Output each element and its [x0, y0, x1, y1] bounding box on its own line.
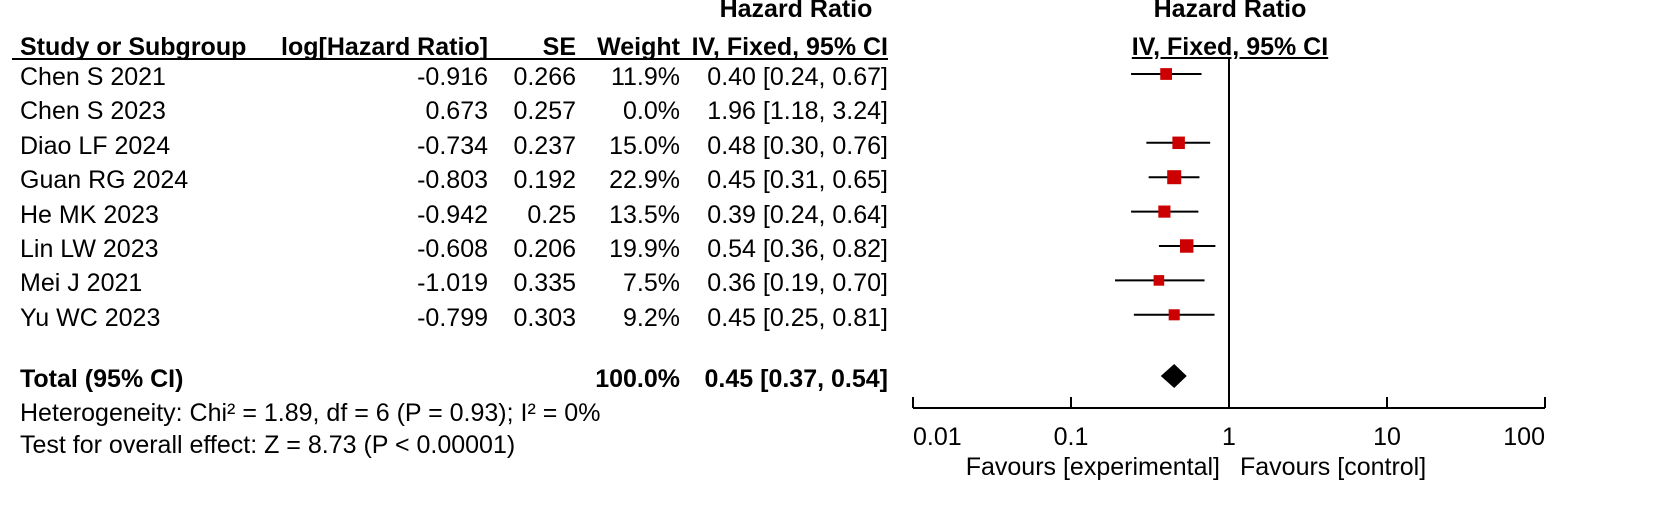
pooled-diamond — [1160, 364, 1187, 388]
x-tick-label: 100 — [1503, 423, 1545, 451]
cell-ci: 0.48 [0.30, 0.76] — [707, 131, 888, 160]
cell-loghr: -0.799 — [417, 303, 488, 332]
x-tick-label: 0.1 — [1054, 423, 1089, 451]
cell-ci: 0.40 [0.24, 0.67] — [707, 63, 888, 91]
cell-study: Guan RG 2024 — [20, 166, 189, 195]
cell-study: Mei J 2021 — [20, 269, 143, 298]
cell-weight: 7.5% — [623, 269, 680, 298]
header-rule — [12, 58, 888, 60]
cell-weight: 19.9% — [609, 235, 680, 263]
cell-se: 0.335 — [513, 269, 576, 298]
col-header-se: SE — [542, 33, 576, 61]
total-ci: 0.45 [0.37, 0.54] — [704, 365, 888, 393]
hr-header-top: Hazard Ratio — [719, 0, 873, 23]
cell-se: 0.257 — [513, 97, 576, 126]
cell-study: Chen S 2023 — [20, 97, 166, 126]
total-weight: 100.0% — [595, 365, 680, 393]
cell-loghr: -0.803 — [417, 166, 488, 195]
study-point — [1160, 68, 1173, 80]
cell-loghr: -0.942 — [417, 200, 488, 229]
cell-weight: 13.5% — [609, 200, 680, 229]
col-header-ci: IV, Fixed, 95% CI — [691, 33, 888, 61]
cell-ci: 0.45 [0.25, 0.81] — [707, 303, 888, 332]
total-label: Total (95% CI) — [20, 365, 184, 393]
cell-loghr: 0.673 — [425, 97, 488, 126]
study-point — [1153, 275, 1165, 286]
cell-loghr: -1.019 — [417, 269, 488, 298]
cell-se: 0.303 — [513, 303, 576, 332]
favours-right: Favours [control] — [1240, 453, 1427, 481]
cell-se: 0.206 — [513, 235, 576, 263]
cell-ci: 0.45 [0.31, 0.65] — [707, 166, 888, 195]
cell-se: 0.25 — [527, 200, 576, 229]
cell-ci: 0.39 [0.24, 0.64] — [707, 200, 888, 229]
col-header-study: Study or Subgroup — [20, 33, 247, 61]
cell-study: Diao LF 2024 — [20, 131, 171, 160]
cell-se: 0.266 — [513, 63, 576, 91]
cell-weight: 9.2% — [623, 303, 680, 332]
overall-effect-text: Test for overall effect: Z = 8.73 (P < 0… — [20, 431, 516, 459]
cell-weight: 15.0% — [609, 131, 680, 160]
heterogeneity-text: Heterogeneity: Chi² = 1.89, df = 6 (P = … — [20, 399, 601, 427]
cell-ci: 0.54 [0.36, 0.82] — [707, 235, 888, 263]
study-point — [1179, 239, 1194, 253]
x-tick-label: 10 — [1373, 423, 1401, 451]
col-header-loghr: log[Hazard Ratio] — [281, 33, 488, 61]
cell-study: He MK 2023 — [20, 200, 159, 229]
cell-study: Chen S 2021 — [20, 63, 166, 91]
plot-header-title: Hazard Ratio — [1153, 0, 1307, 23]
cell-weight: 11.9% — [610, 63, 680, 91]
cell-study: Lin LW 2023 — [20, 235, 159, 263]
cell-weight: 22.9% — [609, 166, 680, 195]
cell-loghr: -0.608 — [417, 235, 488, 263]
study-point — [1172, 136, 1185, 150]
plot-header-subtitle: IV, Fixed, 95% CI — [1131, 33, 1329, 61]
cell-loghr: -0.916 — [417, 63, 488, 91]
col-header-weight: Weight — [597, 33, 680, 61]
cell-weight: 0.0% — [623, 97, 680, 126]
favours-left: Favours [experimental] — [965, 453, 1220, 481]
cell-se: 0.237 — [513, 131, 576, 160]
cell-se: 0.192 — [513, 166, 576, 195]
cell-study: Yu WC 2023 — [20, 303, 161, 332]
x-tick-label: 1 — [1222, 423, 1236, 451]
cell-ci: 1.96 [1.18, 3.24] — [707, 97, 888, 126]
study-point — [1167, 170, 1182, 185]
study-point — [1158, 205, 1171, 218]
cell-ci: 0.36 [0.19, 0.70] — [707, 269, 888, 298]
cell-loghr: -0.734 — [417, 131, 488, 160]
x-tick-label: 0.01 — [913, 423, 962, 451]
study-point — [1168, 309, 1180, 321]
